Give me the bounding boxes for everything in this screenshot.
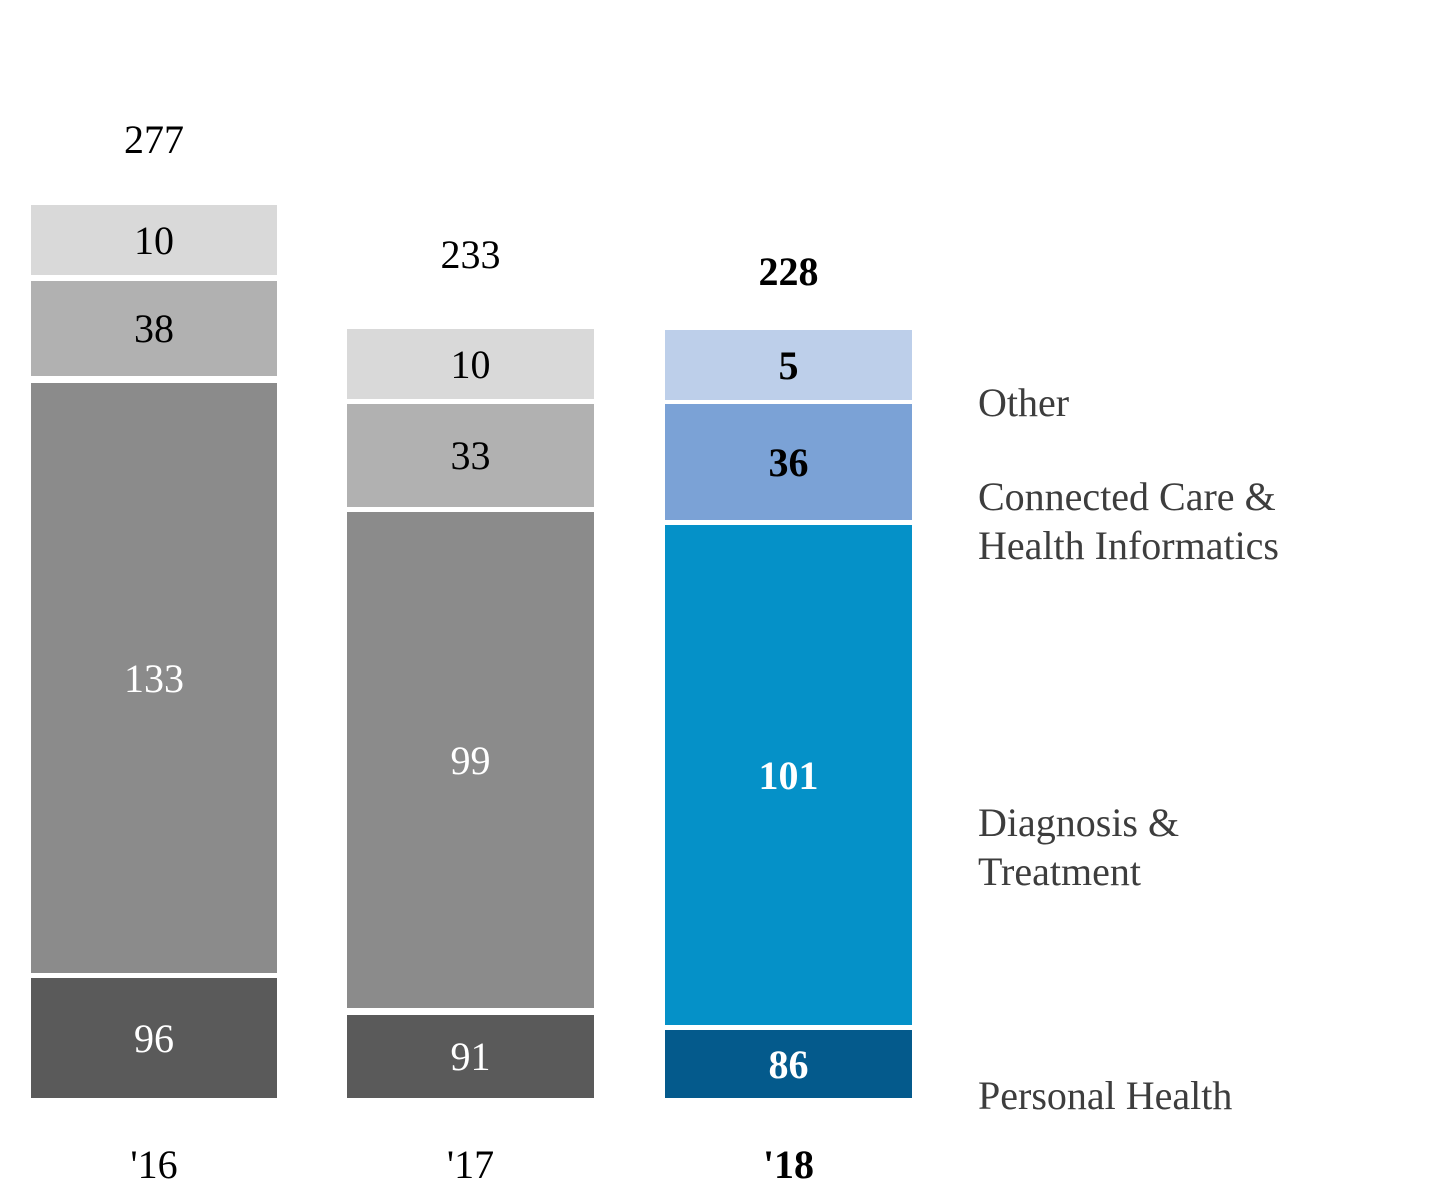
segment-value-label: 96 (134, 1015, 174, 1061)
bar-2017-segment-other: 10 (347, 329, 594, 399)
segment-value-label: 5 (778, 342, 799, 388)
x-axis-label-2018: '18 (762, 1142, 815, 1187)
bar-2016-segment-diagnosis-treatment: 133 (31, 383, 277, 973)
legend-label-personal-health: Personal Health (978, 1071, 1232, 1120)
x-axis-label-2016: '16 (130, 1142, 178, 1187)
segment-value-label: 91 (450, 1034, 491, 1079)
segment-value-label: 99 (450, 737, 491, 783)
legend-label-connected-care-health-informatics: Connected Care & Health Informatics (978, 472, 1279, 570)
legend-line: Other (978, 380, 1070, 425)
segment-value-label: 10 (450, 341, 491, 387)
segment-value-label: 38 (134, 306, 174, 351)
bar-2018-segment-other: 5 (665, 330, 912, 400)
bar-2016-segment-connected-care: 38 (31, 281, 277, 376)
legend-line: Treatment (978, 849, 1141, 894)
bar-2018-segment-personal-health: 86 (665, 1030, 912, 1098)
total-label-2017: 233 (440, 232, 501, 277)
bar-2016-segment-other: 10 (31, 205, 277, 275)
legend-label-diagnosis-treatment: Diagnosis & Treatment (978, 798, 1179, 896)
total-label-2018: 228 (758, 249, 819, 294)
bar-2017-segment-personal-health: 91 (347, 1015, 594, 1098)
bar-2017-segment-diagnosis-treatment: 99 (347, 512, 594, 1008)
x-axis-label-2017: '17 (446, 1142, 495, 1187)
segment-value-label: 86 (768, 1041, 809, 1087)
bar-2017-segment-connected-care: 33 (347, 404, 594, 507)
legend-line: Diagnosis & (978, 800, 1180, 845)
bar-2018-segment-connected-care: 36 (665, 404, 912, 520)
bar-2016-segment-personal-health: 96 (31, 978, 277, 1098)
segment-value-label: 10 (134, 217, 174, 263)
segment-value-label: 133 (124, 655, 184, 701)
legend-line: Health Informatics (978, 523, 1279, 568)
segment-value-label: 101 (758, 752, 819, 798)
legend-line: Connected Care & (978, 474, 1276, 519)
total-label-2016: 277 (124, 117, 184, 162)
bar-2018-segment-diagnosis-treatment: 101 (665, 525, 912, 1025)
legend-label-other: Other (978, 378, 1069, 427)
segment-value-label: 33 (450, 433, 491, 478)
segment-value-label: 36 (768, 439, 809, 485)
legend-line: Personal Health (978, 1073, 1233, 1118)
